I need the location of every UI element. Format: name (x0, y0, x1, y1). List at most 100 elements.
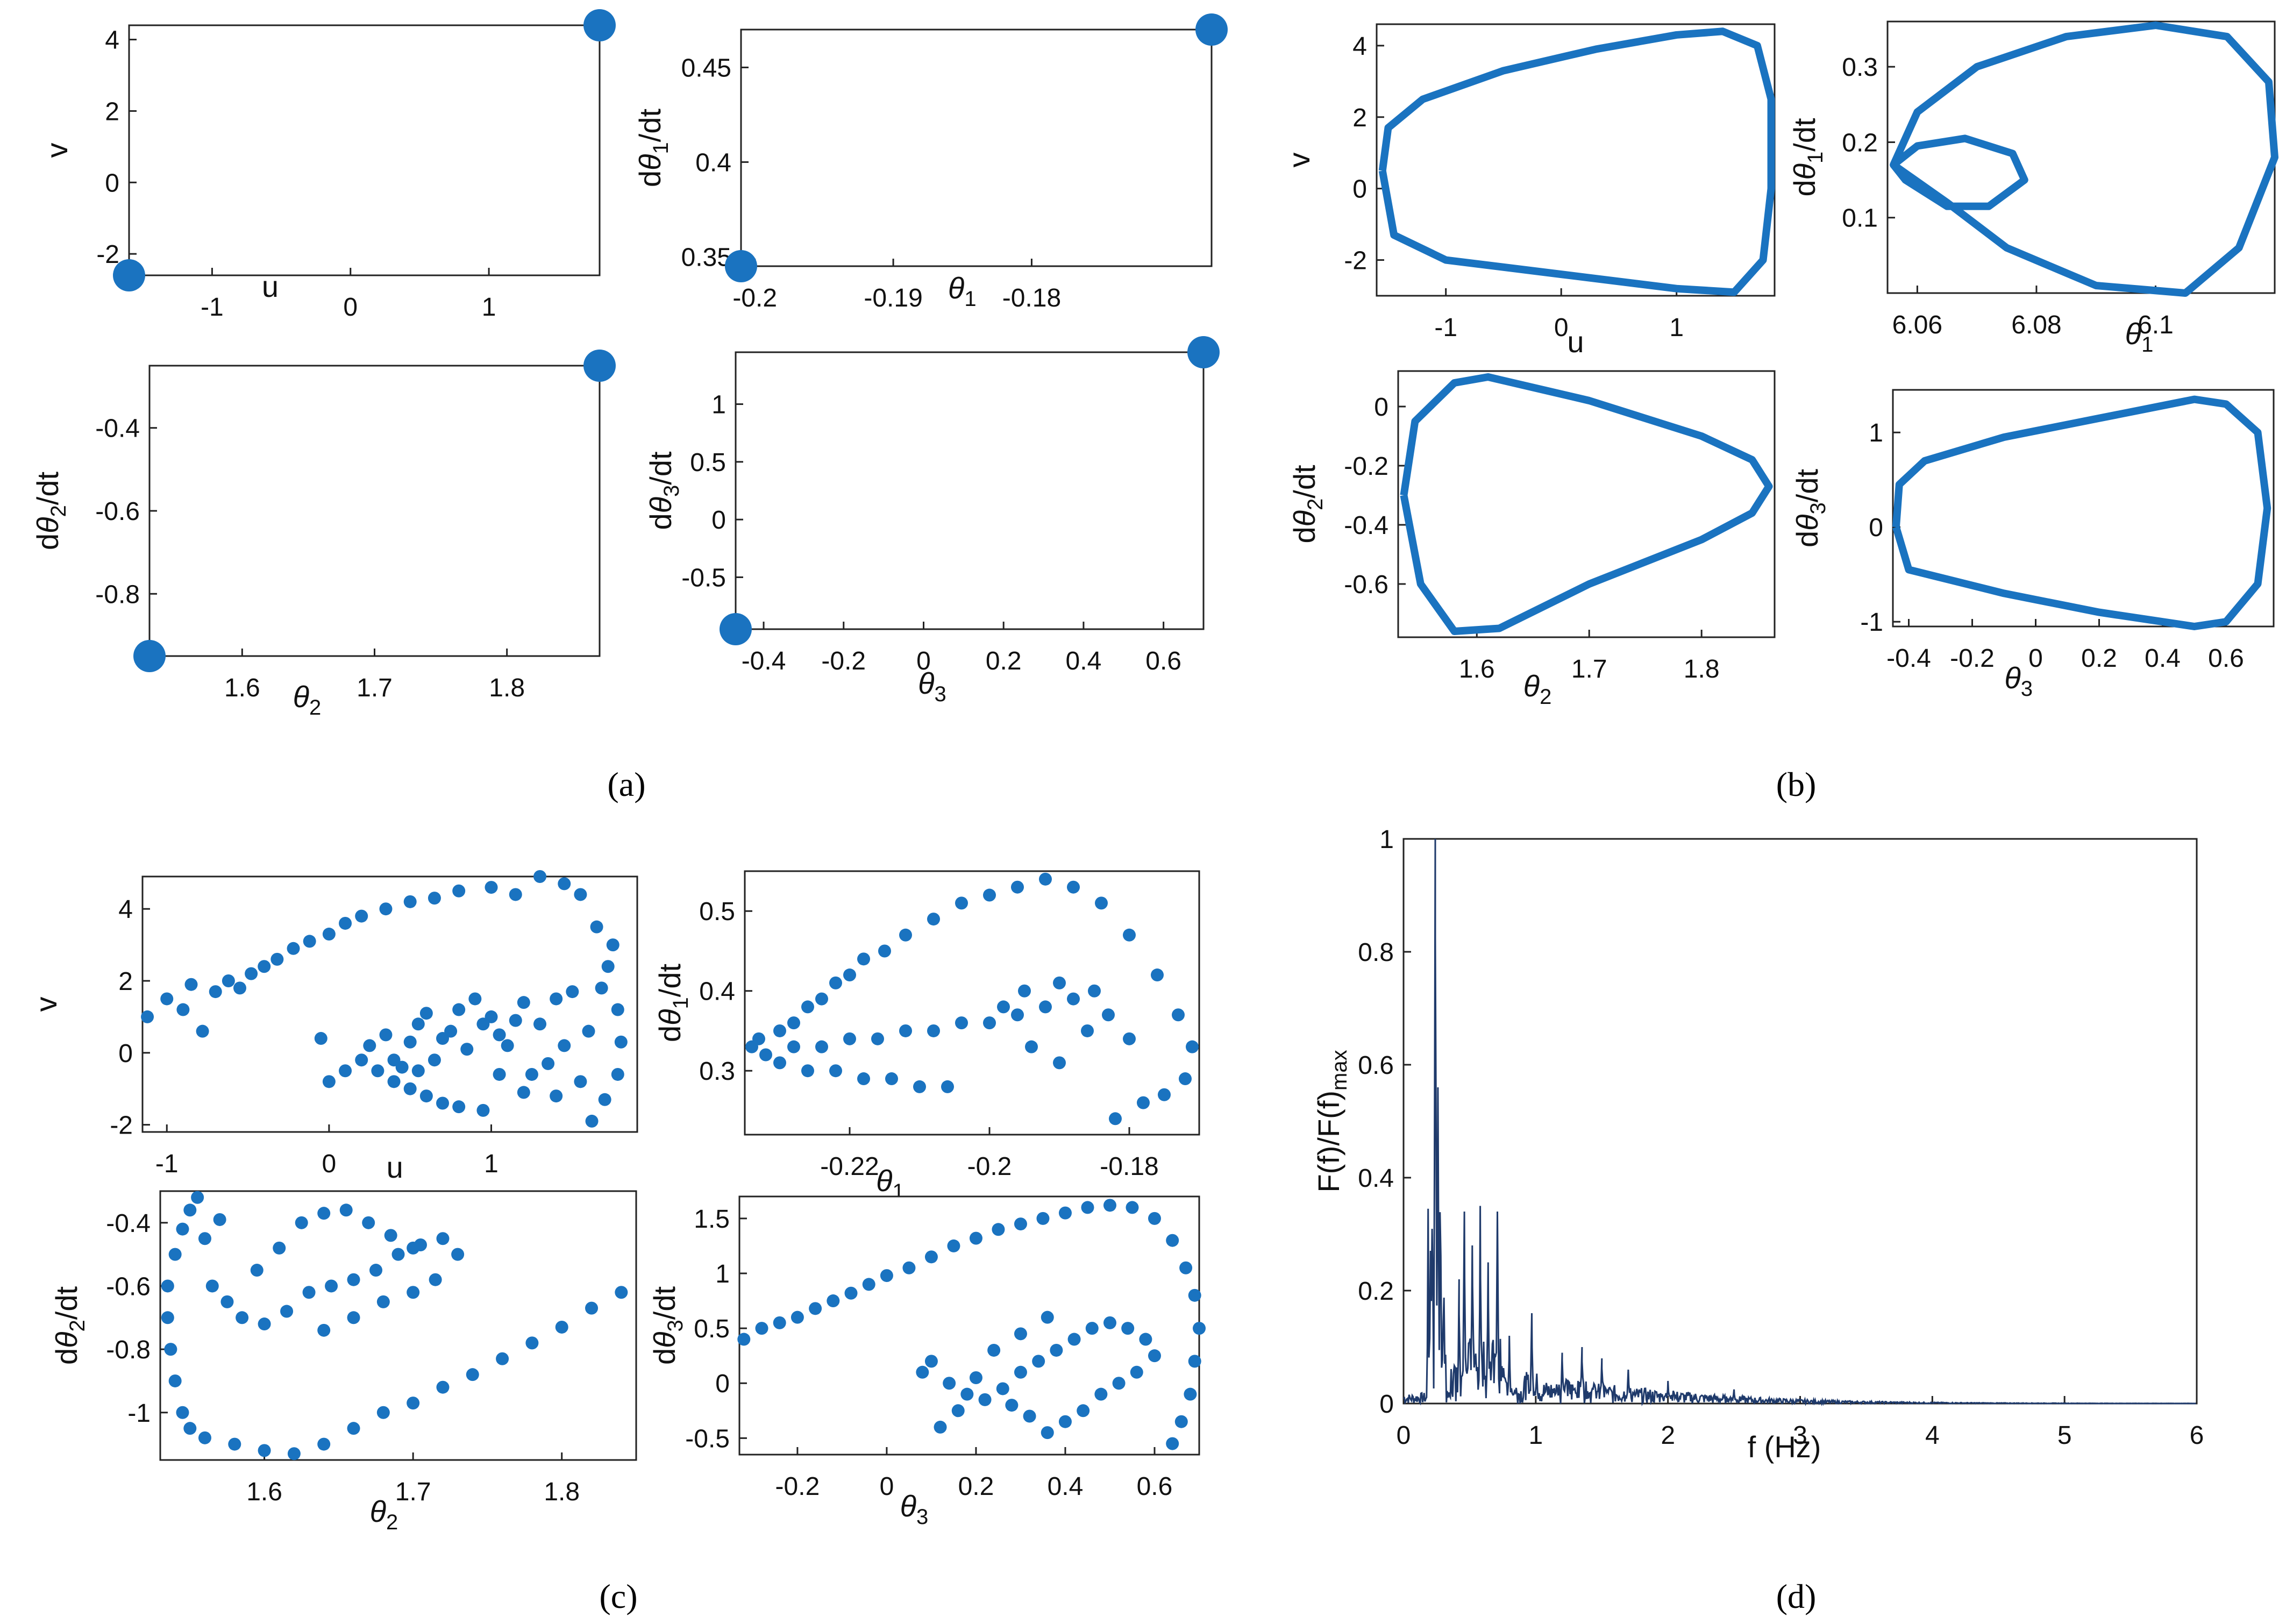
data-point (1032, 1355, 1045, 1368)
data-point (558, 877, 571, 891)
data-point (493, 1067, 506, 1081)
data-point (1148, 1212, 1161, 1225)
plot-frame (1376, 23, 1776, 297)
y-tick-label: 0.4 (1358, 1164, 1394, 1193)
data-point (1085, 1322, 1099, 1335)
x-tick-label: -0.2 (732, 284, 777, 312)
plot-frame (141, 875, 638, 1133)
data-point (407, 1397, 420, 1410)
data-point (452, 1003, 466, 1016)
data-point (452, 1100, 466, 1114)
panel-label-a: (a) (607, 765, 645, 803)
data-point (1025, 1040, 1038, 1053)
data-point (583, 350, 616, 382)
data-point (245, 967, 258, 980)
x-tick-label: -0.18 (1002, 284, 1061, 312)
data-point (339, 916, 352, 930)
data-point (916, 1365, 929, 1379)
data-point (927, 1024, 940, 1037)
data-point (160, 992, 174, 1006)
y-tick-label: -0.5 (681, 564, 726, 592)
x-tick-label: 1.7 (395, 1478, 431, 1506)
panel-label-d: (d) (1776, 1577, 1817, 1615)
data-point (287, 942, 300, 955)
y-tick-label: 1 (715, 1260, 730, 1288)
x-tick-label: 0.4 (2145, 644, 2181, 673)
trajectory-curve (1378, 27, 1775, 296)
chart-a2: -0.2 -0.19 -0.18 0.35 0.4 0.45 θ1 dθ1/dt (633, 13, 1228, 312)
data-point (270, 952, 284, 966)
panel-label-c: (c) (599, 1577, 637, 1615)
data-point (1053, 976, 1066, 989)
data-point (992, 1223, 1005, 1236)
data-point (585, 1301, 599, 1315)
data-point (1103, 1199, 1116, 1212)
data-point (1172, 1008, 1185, 1022)
data-point (168, 1248, 182, 1261)
data-point (1158, 1088, 1171, 1101)
data-point (371, 1064, 384, 1078)
data-point (387, 1075, 401, 1088)
data-point (574, 888, 587, 901)
x-tick-label: 6.1 (2138, 311, 2174, 339)
data-point (369, 1264, 383, 1277)
data-point (574, 1075, 587, 1088)
data-point (1023, 1409, 1036, 1423)
data-point (509, 888, 522, 901)
data-point (198, 1431, 211, 1444)
data-point (403, 895, 417, 908)
data-point (759, 1048, 772, 1062)
data-point (787, 1016, 800, 1030)
data-point (183, 1422, 197, 1435)
trajectory-curve (1400, 373, 1773, 635)
y-tick-label: 0.5 (690, 448, 726, 477)
y-tick-label: -0.6 (106, 1272, 151, 1301)
y-tick-label: 0 (105, 169, 119, 197)
data-point (987, 1343, 1001, 1357)
data-point (1148, 1349, 1161, 1363)
chart-b1: -1 0 1 -2 0 2 4 u v (1282, 23, 1776, 359)
data-point (436, 1232, 450, 1245)
y-tick-label: 0.2 (1358, 1277, 1394, 1306)
data-point (1139, 1333, 1152, 1346)
x-tick-label: 0 (916, 647, 931, 675)
data-point (1109, 1112, 1122, 1126)
x-tick-label: 1.7 (357, 674, 393, 702)
y-axis-label: dθ1/dt (1788, 118, 1827, 197)
x-tick-label: 1 (1669, 314, 1684, 342)
data-point (222, 974, 235, 988)
data-point (829, 976, 842, 989)
chart-a4: -0.4 -0.2 0 0.2 0.4 0.6 -0.5 0 0.5 1 θ3 dθ3/dt (644, 336, 1220, 706)
x-tick-label: -1 (155, 1150, 179, 1178)
y-tick-label: -0.4 (95, 415, 140, 443)
y-tick-label: 1 (1869, 419, 1883, 447)
y-tick-label: 0.4 (699, 978, 735, 1006)
data-point (996, 1382, 1009, 1395)
x-axis-label: f (Hz) (1748, 1430, 1821, 1464)
data-point (258, 1317, 271, 1331)
data-point (1094, 1387, 1108, 1401)
plot-frame (1402, 838, 2198, 1405)
data-point (773, 1056, 786, 1070)
y-tick-label: 0.2 (1842, 129, 1878, 157)
data-point (233, 981, 246, 995)
data-point (213, 1213, 226, 1226)
x-tick-label: -0.2 (775, 1472, 820, 1501)
data-point (379, 902, 393, 916)
data-point (878, 944, 891, 958)
data-point (376, 1295, 390, 1308)
x-tick-label: 1 (1528, 1421, 1543, 1450)
data-point (885, 1072, 898, 1086)
data-point (752, 1032, 765, 1045)
data-point (347, 1311, 360, 1324)
y-tick-label: -0.4 (1344, 511, 1388, 540)
x-tick-label: 0.6 (2208, 644, 2244, 673)
data-point (161, 1279, 174, 1293)
data-point (1112, 1377, 1126, 1390)
data-point (983, 1016, 996, 1030)
data-point (582, 1024, 595, 1038)
x-tick-label: 1.6 (1459, 655, 1495, 683)
x-axis-label: θ2 (293, 680, 322, 720)
data-point (1195, 13, 1228, 46)
x-tick-label: 0 (322, 1150, 337, 1178)
